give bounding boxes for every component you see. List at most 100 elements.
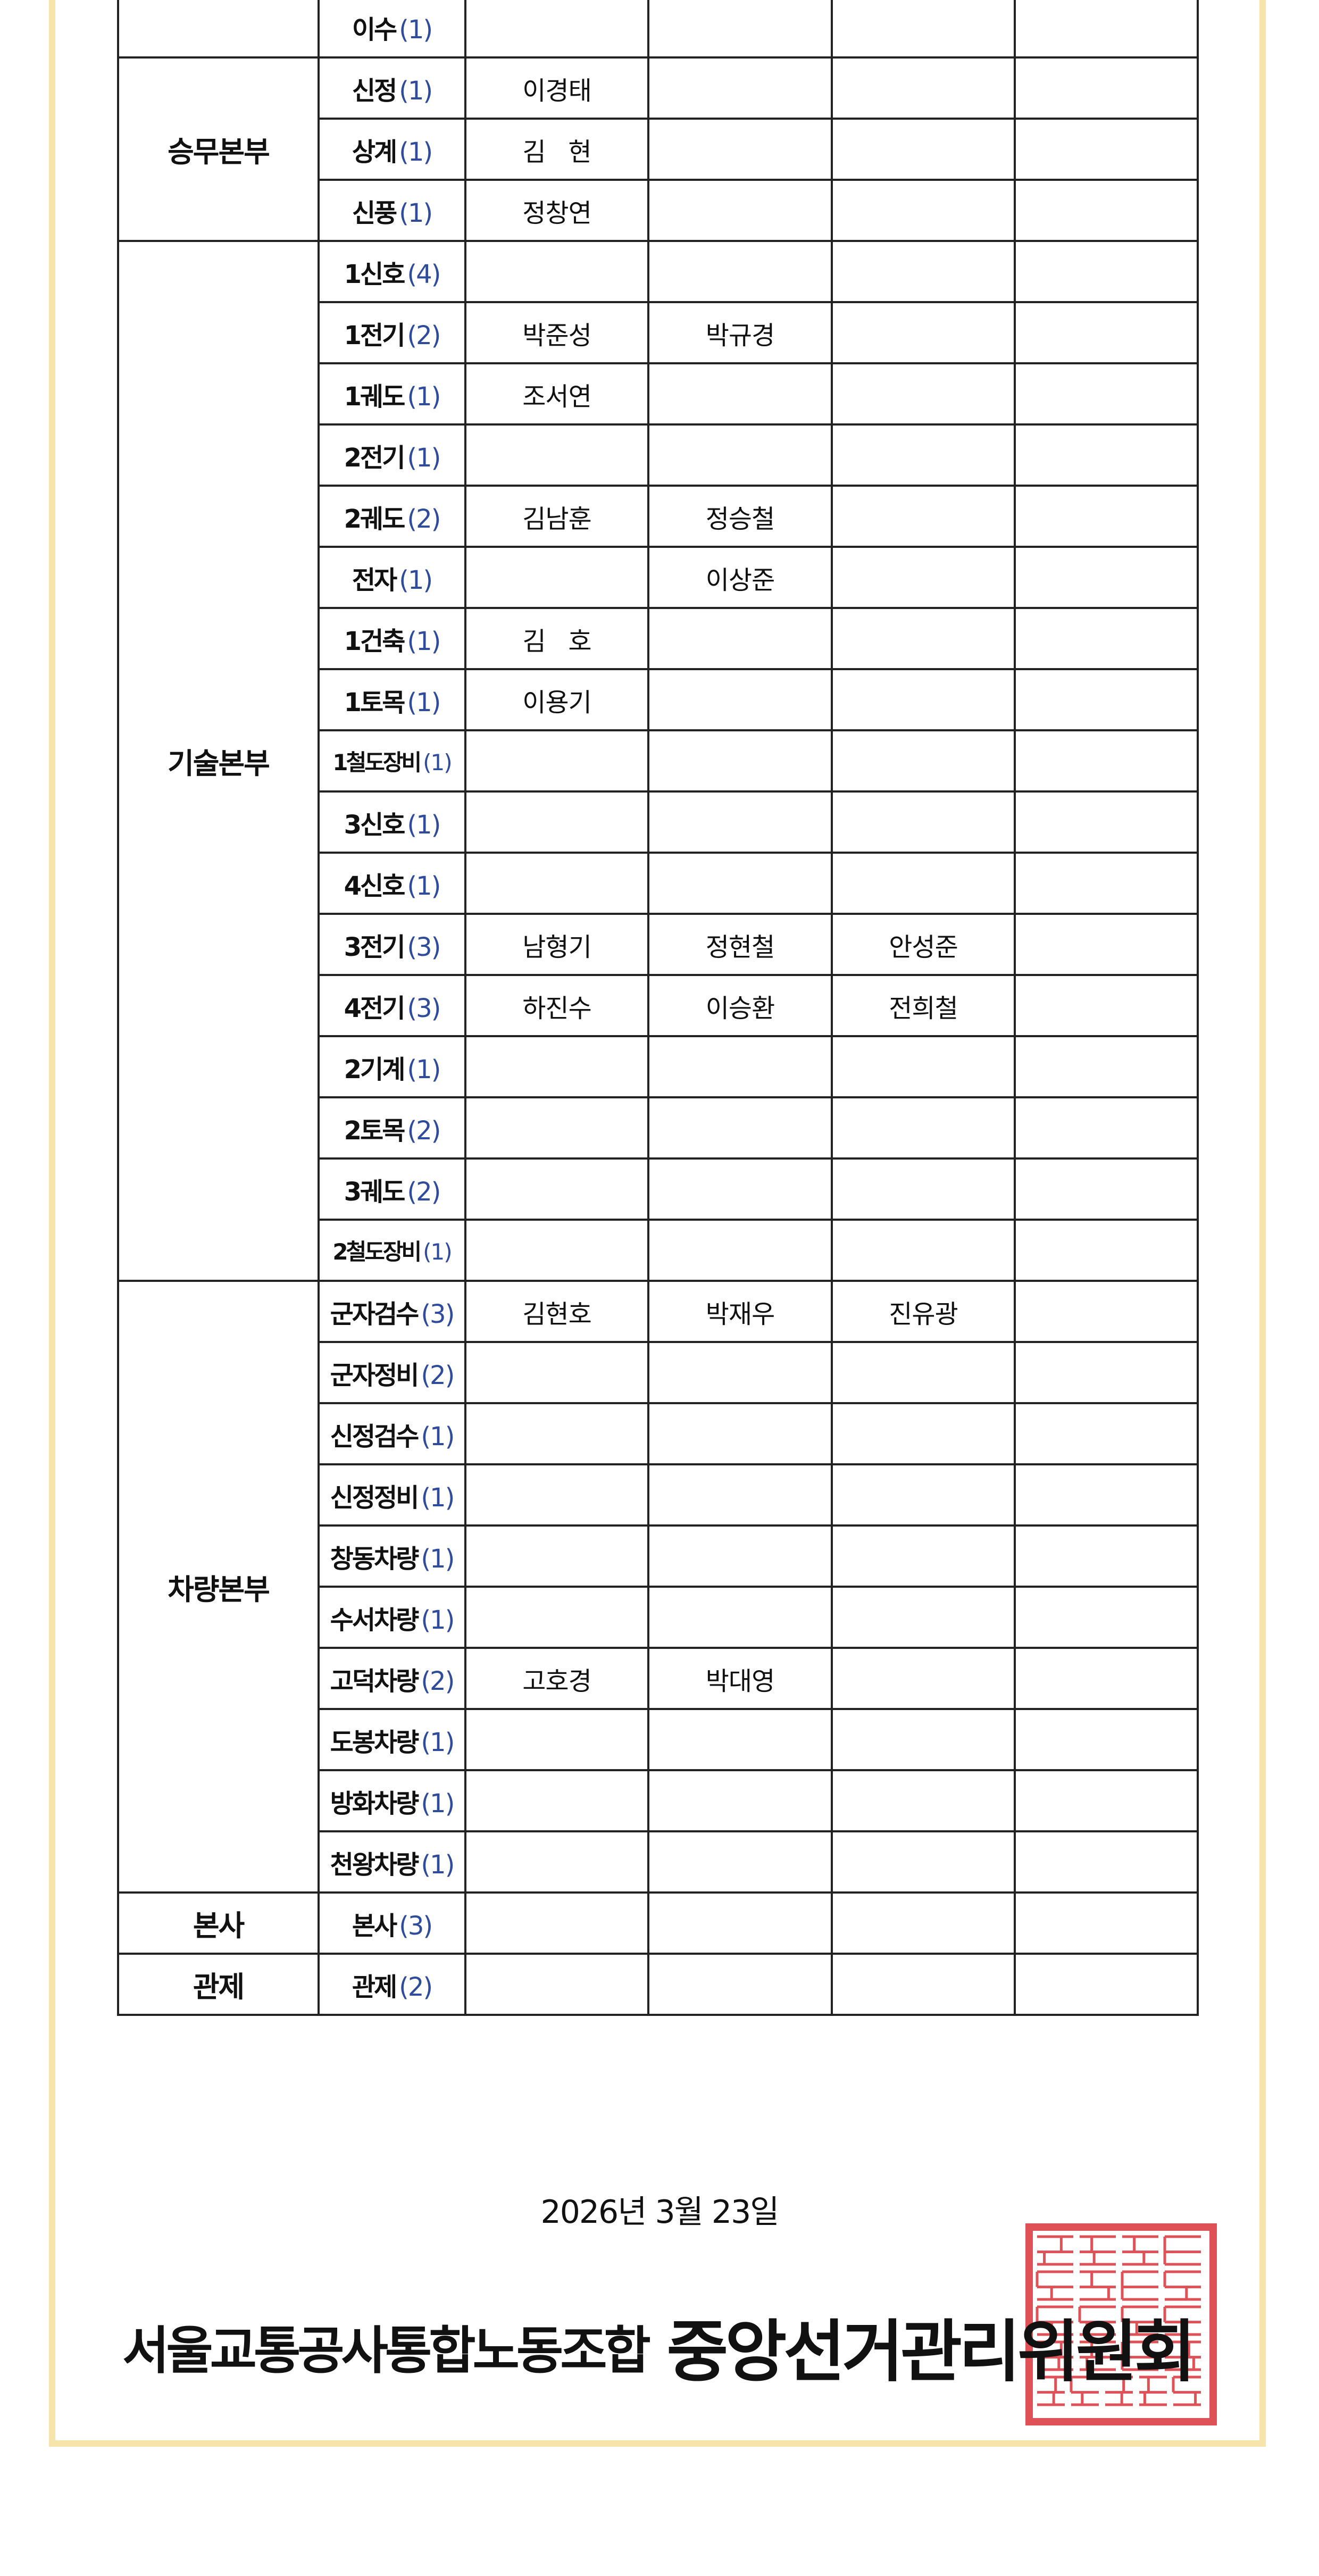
candidate-name-cell [831,1708,1016,1771]
unit-name: 3신호 [344,810,406,840]
group-cell [117,0,320,59]
candidate-name-cell [1014,1891,1199,1955]
seat-count: (2) [421,1360,455,1390]
candidate-name-cell [831,1035,1016,1098]
candidate-name-cell: 정승철 [647,485,833,548]
stamp-border [1025,2223,1217,2425]
unit-name: 본사 [352,1911,397,1941]
stamp-glyph-row [1037,2235,1201,2266]
unit-name: 3궤도 [344,1177,406,1207]
candidate-roster-table: 이수 (1) 승무본부 신정 (1) 이경태 상계 (1) 김 현 신풍 (1) 정창연 기술본부 1신호… [117,0,1199,2016]
table-row: 수서차량 (1) [118,1586,1199,1649]
unit-name: 2전기 [344,443,406,473]
unit-cell: 3궤도 (2) [318,1157,466,1221]
candidate-name-cell [831,1647,1016,1710]
seat-count: (1) [407,381,441,412]
group-cell: 승무본부 [117,56,320,242]
unit-name: 4전기 [344,993,406,1023]
stamp-glyph-row [1036,2305,1201,2336]
candidate-name-cell [464,1402,649,1465]
seat-count: (4) [407,259,441,289]
candidate-name-cell [831,1953,1016,2016]
candidate-name-cell [647,729,833,793]
seat-count: (1) [399,14,433,45]
candidate-name-cell [464,1830,649,1894]
candidate-name-cell [831,0,1016,59]
candidate-name-cell [464,0,649,59]
candidate-name-cell [647,1096,833,1160]
table-row: 기술본부 1신호 (4) [117,240,1199,1282]
candidate-name-cell [1014,1953,1199,2016]
candidate-name-cell [464,1219,649,1282]
candidate-name-cell: 정현철 [647,913,833,976]
unit-name: 2철도장비 [332,1239,422,1265]
candidate-name-cell [464,546,649,609]
candidate-name-cell [831,668,1016,731]
issuer-committee: 중앙선거관리위원회 [666,2313,1196,2391]
candidate-name-cell: 박재우 [647,1280,833,1343]
candidate-name-cell [1014,607,1199,670]
candidate-name-cell [831,1891,1016,1955]
candidate-name-cell [647,118,833,181]
seat-count: (1) [421,1544,455,1574]
official-seal-stamp [1025,2223,1217,2425]
unit-cell: 신정검수 (1) [318,1402,466,1465]
candidate-name-cell [1014,546,1199,609]
candidate-name-cell [831,729,1016,793]
candidate-name-cell [464,1096,649,1160]
stamp-glyph [1121,2305,1158,2336]
table-row: 1건축 (1) 김 호 [118,607,1199,670]
table-row: 2기계 (1) [118,1035,1199,1098]
unit-name: 3전기 [344,932,406,962]
stamp-glyph [1139,2375,1167,2406]
seat-count: (1) [421,1421,455,1452]
stamp-glyph [1163,2235,1201,2266]
unit-cell: 창동차량 (1) [318,1524,466,1588]
candidate-name-cell [1014,0,1199,59]
candidate-name-cell [647,1035,833,1098]
stamp-glyph [1037,2235,1073,2266]
table-row: 방화차량 (1) [118,1769,1199,1832]
table-row: 이수 (1) [117,0,1199,59]
seat-count: (1) [407,687,441,718]
candidate-name-cell [831,1157,1016,1221]
seat-count: (1) [407,1054,441,1085]
stamp-glyph [1036,2270,1073,2301]
stamp-glyph [1037,2375,1065,2406]
candidate-name-cell [831,1341,1016,1404]
candidate-name-cell [647,1157,833,1221]
unit-name: 도봉차량 [330,1727,420,1757]
unit-cell: 3신호 (1) [318,790,466,854]
seat-count: (3) [407,932,441,962]
unit-cell: 고덕차량 (2) [318,1647,466,1710]
candidate-name-cell [464,1953,649,2016]
unit-name: 신정검수 [330,1421,420,1452]
candidate-name-cell [647,1524,833,1588]
stamp-glyph [1036,2305,1073,2336]
table-row: 신정검수 (1) [118,1402,1199,1465]
seat-count: (3) [399,1911,433,1941]
candidate-name-cell [831,1586,1016,1649]
unit-name: 2토목 [344,1115,406,1146]
seat-count: (1) [407,871,441,901]
table-row: 4전기 (3) 하진수 이승환 전희철 [118,974,1199,1037]
unit-name: 창동차량 [330,1544,420,1574]
candidate-name-cell [1014,179,1199,242]
seat-count: (1) [421,1849,455,1880]
candidate-name-cell [647,1463,833,1527]
unit-name: 1건축 [344,626,406,656]
table-row: 승무본부 신정 (1) 이경태 [117,56,1199,242]
candidate-name-cell [831,301,1016,364]
stamp-glyph [1105,2375,1133,2406]
stamp-glyph [1078,2305,1116,2336]
candidate-name-cell: 박준성 [464,301,649,364]
unit-name: 군자검수 [330,1299,420,1329]
unit-cell: 1토목 (1) [318,668,466,731]
candidate-name-cell [831,362,1016,426]
candidate-name-cell [464,1157,649,1221]
table-row: 1철도장비 (1) [118,729,1199,793]
candidate-name-cell [1014,1463,1199,1527]
candidate-name-cell [647,179,833,242]
candidate-name-cell [1014,1096,1199,1160]
candidate-name-cell [1014,362,1199,426]
